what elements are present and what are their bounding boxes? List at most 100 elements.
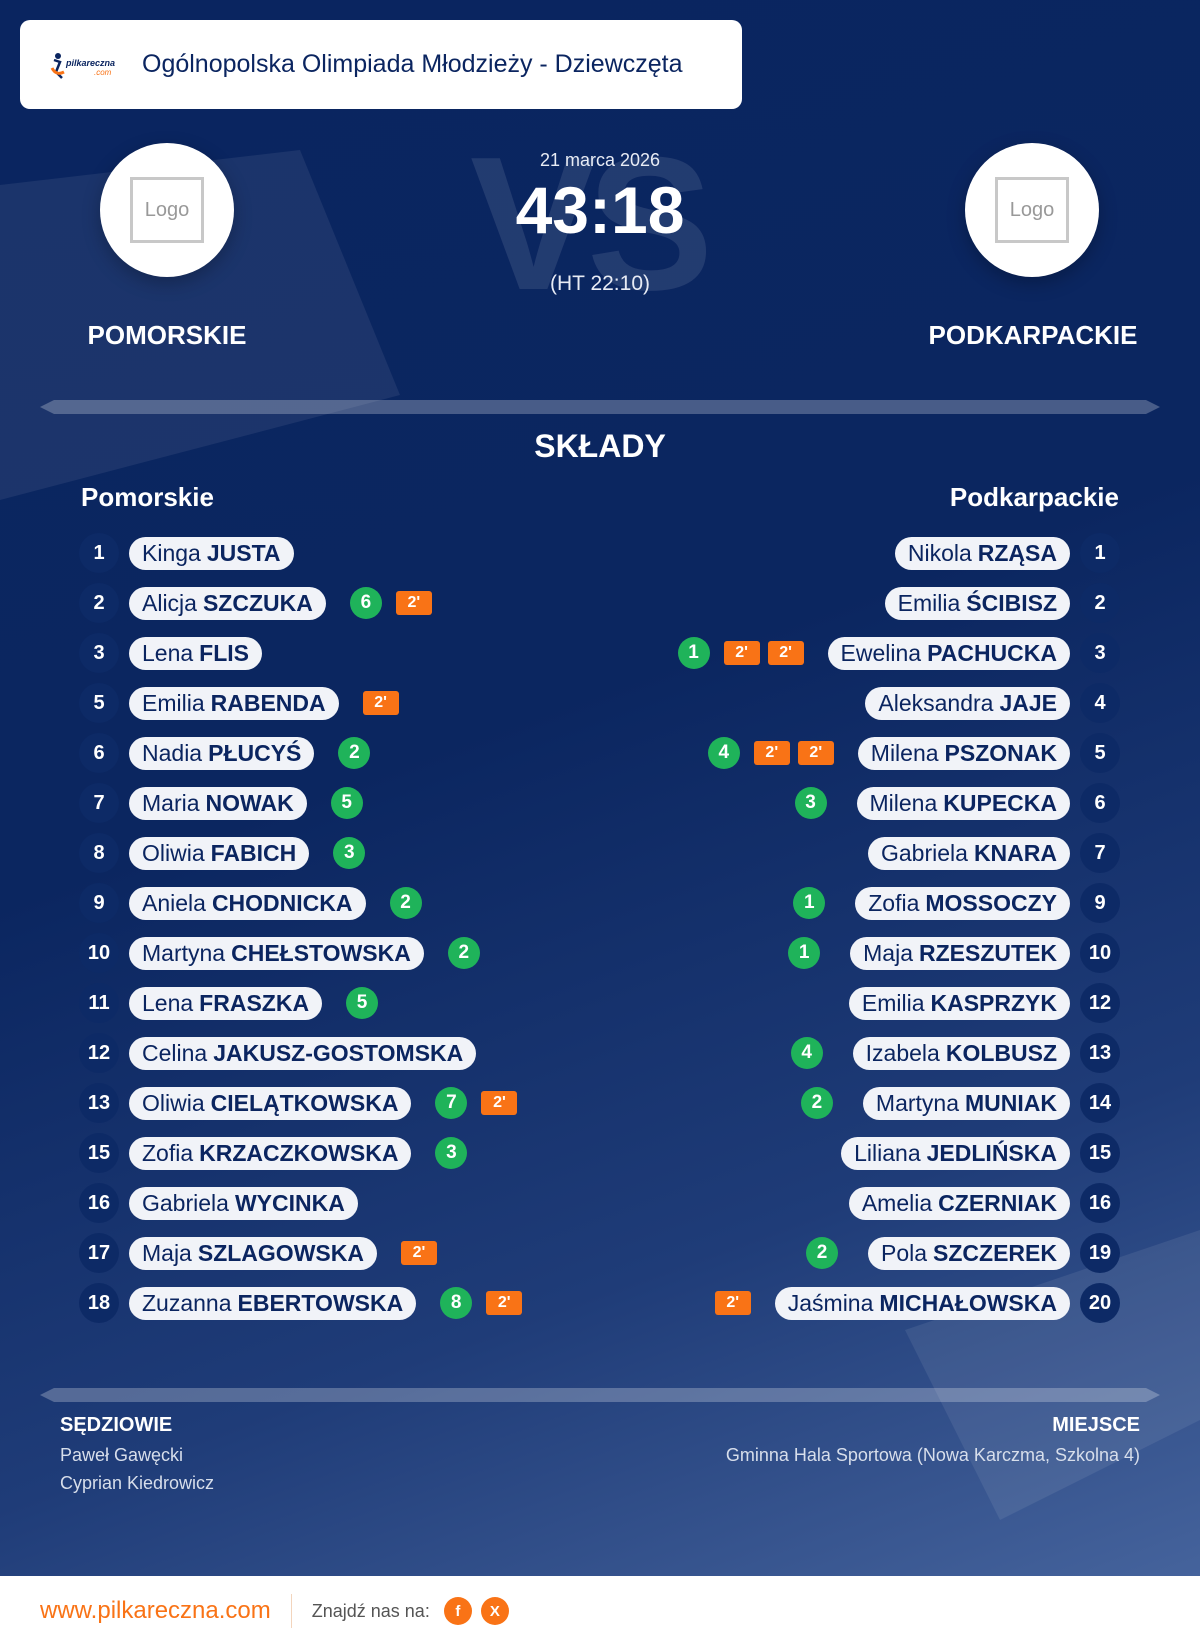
player-name[interactable]: Martyna MUNIAK (862, 1086, 1070, 1120)
player-name[interactable]: Lena FLIS (129, 636, 263, 670)
player-row: 6 Nadia PŁUCYŚ 2 (79, 728, 639, 778)
player-stats: 6 2' (349, 587, 432, 619)
player-number: 1 (1080, 533, 1120, 573)
player-last-name: RZĄSA (977, 539, 1057, 566)
player-last-name: RABENDA (210, 689, 326, 716)
player-name[interactable]: Izabela KOLBUSZ (852, 1036, 1070, 1070)
player-name[interactable]: Martyna CHEŁSTOWSKA (129, 936, 424, 970)
suspension-badge: 2' (753, 741, 790, 765)
player-name[interactable]: Celina JAKUSZ-GOSTOMSKA (129, 1036, 477, 1070)
player-row: 17 Maja SZLAGOWSKA 2' (79, 1228, 639, 1278)
player-name[interactable]: Gabriela KNARA (868, 836, 1070, 870)
player-number: 12 (1080, 983, 1120, 1023)
player-first-name: Martyna (875, 1089, 959, 1116)
facebook-icon[interactable]: f (443, 1597, 472, 1625)
player-name[interactable]: Maja RZESZUTEK (850, 936, 1070, 970)
player-name[interactable]: Emilia ŚCIBISZ (884, 586, 1070, 620)
player-last-name: FLIS (199, 639, 250, 666)
player-first-name: Oliwia (142, 839, 205, 866)
player-row: Liliana JEDLIŃSKA 15 (560, 1128, 1120, 1178)
player-number: 4 (1080, 683, 1120, 723)
player-name[interactable]: Nikola RZĄSA (894, 536, 1070, 570)
venue-label: MIEJSCE (1052, 1414, 1140, 1436)
player-number: 7 (79, 783, 119, 823)
player-name[interactable]: Zuzanna EBERTOWSKA (129, 1286, 417, 1320)
player-name[interactable]: Zofia MOSSOCZY (855, 886, 1070, 920)
player-name[interactable]: Milena PSZONAK (857, 736, 1070, 770)
player-name[interactable]: Aleksandra JAJE (865, 686, 1070, 720)
player-name[interactable]: Alicja SZCZUKA (129, 586, 326, 620)
player-stats: 2 (447, 937, 486, 969)
player-name[interactable]: Liliana JEDLIŃSKA (841, 1136, 1070, 1170)
player-stats: 7 2' (435, 1087, 518, 1119)
halftime-score: (HT 22:10) (550, 272, 650, 295)
player-name[interactable]: Ewelina PACHUCKA (827, 636, 1070, 670)
player-name[interactable]: Milena KUPECKA (856, 786, 1070, 820)
player-stats: 2' (362, 691, 399, 715)
goals-badge: 2 (338, 737, 371, 769)
player-name[interactable]: Emilia KASPRZYK (848, 986, 1070, 1020)
player-number: 16 (79, 1183, 119, 1223)
player-name[interactable]: Pola SZCZEREK (868, 1236, 1070, 1270)
player-row: Emilia KASPRZYK 12 (560, 978, 1120, 1028)
player-name[interactable]: Oliwia CIELĄTKOWSKA (129, 1086, 412, 1120)
player-last-name: FRASZKA (199, 989, 310, 1016)
goals-badge: 5 (330, 787, 363, 819)
footer: www.pilkareczna.com Znajdź nas na: f X (0, 1576, 1200, 1646)
player-stats: 2 (389, 887, 428, 919)
player-first-name: Gabriela (881, 839, 968, 866)
player-stats: 8 2' (440, 1287, 523, 1319)
player-row: 10 Martyna CHEŁSTOWSKA 2 (79, 928, 639, 978)
player-row: 12 Celina JAKUSZ-GOSTOMSKA (79, 1028, 639, 1078)
player-name[interactable]: Nadia PŁUCYŚ (129, 736, 315, 770)
goals-badge: 5 (346, 987, 379, 1019)
goals-badge: 4 (790, 1037, 823, 1069)
player-number: 3 (79, 633, 119, 673)
player-first-name: Gabriela (142, 1189, 229, 1216)
player-row: 5 Emilia RABENDA 2' (79, 678, 639, 728)
player-name[interactable]: Jaśmina MICHAŁOWSKA (774, 1286, 1070, 1320)
brand-logo[interactable]: pilkareczna .com (50, 50, 120, 80)
player-name[interactable]: Gabriela WYCINKA (129, 1186, 358, 1220)
suspension-badge: 2' (797, 741, 834, 765)
player-row: 18 Zuzanna EBERTOWSKA 8 2' (79, 1278, 639, 1328)
player-stats: 5 (330, 787, 369, 819)
player-first-name: Zofia (142, 1139, 194, 1166)
player-first-name: Zofia (868, 889, 920, 916)
player-last-name: JAJE (999, 689, 1057, 716)
player-name[interactable]: Maja SZLAGOWSKA (129, 1236, 377, 1270)
away-team-name: PODKARPACKIE (928, 320, 1138, 350)
player-stats: 2' (400, 1241, 437, 1265)
player-last-name: JUSTA (206, 539, 281, 566)
player-last-name: CHEŁSTOWSKA (231, 939, 411, 966)
player-last-name: EBERTOWSKA (237, 1289, 404, 1316)
goals-badge: 7 (435, 1087, 468, 1119)
player-name[interactable]: Aniela CHODNICKA (129, 886, 366, 920)
player-row: 2' Jaśmina MICHAŁOWSKA 20 (560, 1278, 1120, 1328)
player-name[interactable]: Zofia KRZACZKOWSKA (129, 1136, 412, 1170)
goals-badge: 1 (793, 887, 826, 919)
player-name[interactable]: Kinga JUSTA (129, 536, 294, 570)
player-last-name: KOLBUSZ (945, 1039, 1057, 1066)
player-number: 15 (79, 1133, 119, 1173)
player-name[interactable]: Emilia RABENDA (129, 686, 339, 720)
player-last-name: KRZACZKOWSKA (199, 1139, 399, 1166)
player-first-name: Jaśmina (787, 1289, 874, 1316)
player-name[interactable]: Oliwia FABICH (129, 836, 310, 870)
player-name[interactable]: Amelia CZERNIAK (848, 1186, 1070, 1220)
player-first-name: Celina (142, 1039, 208, 1066)
player-name[interactable]: Maria NOWAK (129, 786, 307, 820)
player-row: 3 Milena KUPECKA 6 (560, 778, 1120, 828)
final-score: 43:18 (515, 173, 685, 247)
player-first-name: Alicja (142, 589, 197, 616)
player-last-name: FABICH (210, 839, 297, 866)
player-number: 20 (1080, 1283, 1120, 1323)
away-lineup: Nikola RZĄSA 1 Emilia ŚCIBISZ 2 1 2' 2' Ewelina PA… (560, 528, 1120, 1328)
player-last-name: MUNIAK (965, 1089, 1057, 1116)
player-stats: 1 2' 2' (677, 637, 804, 669)
player-name[interactable]: Lena FRASZKA (129, 986, 323, 1020)
match-card: pilkareczna .com Ogólnopolska Olimpiada M… (0, 0, 1200, 1576)
website-link[interactable]: www.pilkareczna.com (40, 1597, 271, 1624)
x-icon[interactable]: X (480, 1597, 509, 1625)
player-last-name: JEDLIŃSKA (926, 1139, 1057, 1166)
